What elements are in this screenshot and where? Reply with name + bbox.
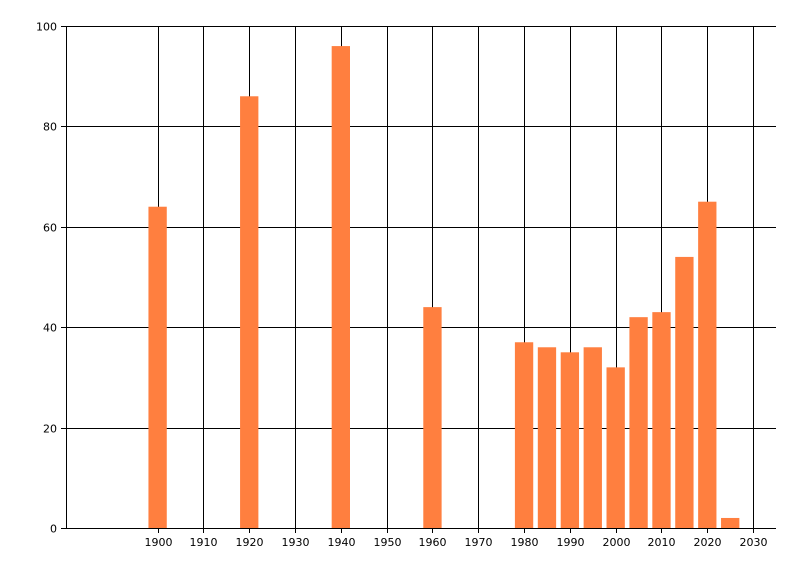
bar	[423, 307, 442, 528]
x-tick-label: 1950	[374, 536, 402, 549]
bar	[698, 201, 717, 528]
bar	[240, 96, 259, 528]
y-tick-label: 60	[43, 222, 57, 235]
x-tick-label: 1970	[465, 536, 493, 549]
bar	[148, 206, 167, 528]
y-tick-label: 0	[50, 523, 57, 536]
y-tick-label: 20	[43, 423, 57, 436]
x-tick-label: 2020	[694, 536, 722, 549]
y-tick-label: 80	[43, 121, 57, 134]
axes	[61, 26, 776, 533]
y-tick-label: 100	[36, 21, 57, 34]
bar	[331, 46, 350, 528]
bar	[675, 256, 694, 528]
bar	[560, 352, 580, 528]
x-tick-label: 1930	[282, 536, 310, 549]
bar	[721, 517, 740, 528]
x-tick-label: 1960	[419, 536, 447, 549]
y-tick-label: 40	[43, 322, 57, 335]
bar	[629, 317, 648, 528]
x-tick-label: 1940	[328, 536, 356, 549]
bar	[537, 347, 557, 528]
x-tick-label: 1980	[511, 536, 539, 549]
x-tick-label: 1990	[557, 536, 585, 549]
x-tick-label: 2000	[603, 536, 631, 549]
tick-labels: 0 20 40 60 80 100 1900 1910 1920 1930 1940 1950 1960…	[36, 21, 768, 550]
bar	[514, 342, 534, 528]
x-tick-label: 1910	[190, 536, 218, 549]
bar	[583, 347, 602, 528]
bar	[652, 312, 671, 528]
x-tick-label: 2010	[648, 536, 676, 549]
x-tick-label: 1920	[236, 536, 264, 549]
x-tick-label: 2030	[740, 536, 768, 549]
bar	[606, 367, 625, 528]
x-tick-label: 1900	[145, 536, 173, 549]
bars	[148, 46, 740, 528]
